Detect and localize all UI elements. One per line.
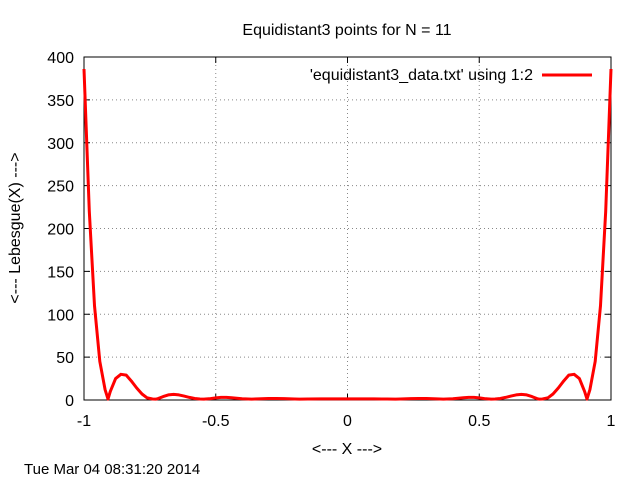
x-tick-label: -0.5 — [202, 413, 230, 430]
chart-title: Equidistant3 points for N = 11 — [242, 22, 451, 39]
legend: 'equidistant3_data.txt' using 1:2 — [310, 67, 592, 84]
y-tick-labels: 0 50 100 150 200 250 300 350 400 — [47, 50, 74, 410]
y-tick-label: 50 — [56, 350, 74, 367]
grid-lines — [84, 57, 611, 400]
y-tick-label: 250 — [47, 179, 74, 196]
y-tick-label: 150 — [47, 264, 74, 281]
legend-label: 'equidistant3_data.txt' using 1:2 — [310, 67, 533, 84]
y-tick-label: 400 — [47, 50, 74, 67]
y-tick-label: 0 — [65, 393, 74, 410]
x-tick-label: -1 — [77, 413, 91, 430]
series-line — [82, 68, 613, 401]
x-axis-label: <--- X ---> — [312, 441, 382, 458]
y-tick-label: 350 — [47, 93, 74, 110]
y-tick-label: 100 — [47, 307, 74, 324]
x-tick-labels: -1 -0.5 0 0.5 1 — [77, 413, 616, 430]
series-layer — [82, 68, 613, 401]
x-tick-label: 0.5 — [468, 413, 490, 430]
plot-frame — [83, 56, 612, 401]
x-tick-label: 1 — [607, 413, 616, 430]
x-tick-label: 0 — [343, 413, 352, 430]
y-axis-label: <--- Lebesgue(X) ---> — [7, 152, 24, 303]
timestamp-label: Tue Mar 04 08:31:20 2014 — [24, 461, 201, 478]
y-tick-label: 300 — [47, 136, 74, 153]
y-tick-label: 200 — [47, 222, 74, 239]
axis-ticks — [83, 56, 612, 401]
